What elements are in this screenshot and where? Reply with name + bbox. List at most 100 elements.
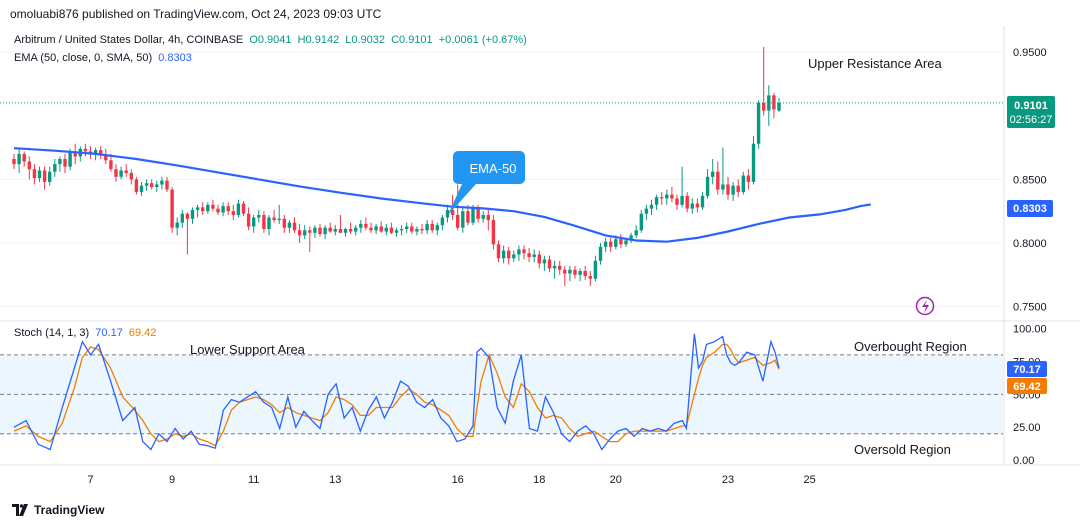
candle — [420, 223, 424, 235]
candle — [195, 204, 200, 218]
tradingview-brand[interactable]: TradingView — [12, 503, 104, 517]
price-axis-ticks[interactable]: 0.9500 0.8500 0.8000 0.7500 — [1013, 47, 1047, 314]
candle — [333, 225, 337, 236]
lower-support-label: Lower Support Area — [190, 342, 306, 357]
candle — [685, 192, 689, 213]
time-tick-label: 16 — [452, 474, 464, 486]
stoch-legend[interactable]: Stoch (14, 1, 3) 70.17 69.42 — [14, 327, 159, 339]
candle — [27, 156, 31, 180]
candle — [609, 237, 613, 252]
candle — [328, 222, 332, 233]
candle — [522, 245, 526, 260]
candle — [323, 225, 327, 240]
candle — [78, 146, 82, 162]
candle — [201, 202, 205, 215]
candle — [99, 146, 103, 159]
candle — [160, 176, 164, 190]
candle — [726, 176, 730, 200]
time-tick-label: 11 — [248, 474, 259, 486]
candle — [481, 211, 485, 223]
stoch-k-line — [13, 333, 780, 451]
ema-legend[interactable]: EMA (50, close, 0, SMA, 50) 0.8303 — [14, 52, 195, 64]
stoch-tick-label: 0.00 — [1013, 455, 1034, 467]
candle — [501, 245, 506, 264]
candle — [619, 234, 623, 249]
candle — [731, 181, 735, 201]
candle — [144, 179, 149, 191]
ema-callout-bubble — [448, 151, 525, 215]
candle — [114, 164, 118, 182]
price-tick-label: 0.9500 — [1013, 47, 1047, 59]
candle — [170, 187, 174, 233]
candle-countdown-text: 02:56:27 — [1010, 114, 1053, 126]
candle — [435, 222, 439, 236]
time-axis-ticks[interactable]: 7 9 11 13 16 18 20 23 25 — [87, 474, 815, 486]
main-legend[interactable]: Arbitrum / United States Dollar, 4h, COI… — [14, 34, 530, 46]
candle — [134, 176, 139, 195]
candle — [746, 169, 751, 190]
time-tick-label: 23 — [722, 474, 734, 486]
candle — [772, 92, 776, 119]
candle — [680, 166, 684, 208]
candle — [410, 222, 414, 235]
last-price-badge: 0.9101 02:56:27 — [1007, 96, 1055, 128]
candle — [364, 217, 368, 231]
candle — [73, 143, 77, 165]
candle — [32, 164, 37, 185]
candle — [568, 265, 572, 282]
ema-legend-label: EMA (50, close, 0, SMA, 50) — [14, 52, 153, 64]
candle — [231, 204, 235, 221]
candle — [165, 176, 169, 193]
last-price-text: 0.9101 — [1014, 100, 1048, 112]
candle — [287, 220, 292, 233]
candle — [563, 265, 567, 287]
candle — [583, 265, 587, 280]
lightning-event-icon[interactable] — [915, 296, 935, 316]
candle — [532, 249, 536, 263]
candle — [139, 181, 144, 196]
candle — [150, 179, 154, 190]
candle — [53, 159, 57, 177]
candle — [37, 166, 42, 182]
candle — [445, 204, 450, 223]
ema-price-text: 0.8303 — [1013, 203, 1047, 215]
close-value: C0.9101 — [391, 34, 433, 46]
candle — [649, 199, 654, 215]
candle — [22, 151, 26, 167]
candle — [440, 215, 445, 231]
candle — [425, 220, 429, 235]
candle — [507, 246, 511, 265]
candle — [705, 169, 710, 199]
candle — [180, 209, 184, 228]
candle — [267, 215, 271, 236]
candle — [282, 215, 286, 233]
time-tick-label: 9 — [169, 474, 175, 486]
candle — [629, 232, 633, 243]
candle — [348, 222, 353, 235]
stoch-k-badge: 70.17 — [1007, 361, 1047, 377]
candle — [262, 211, 266, 233]
candle — [670, 187, 674, 203]
candle — [119, 166, 123, 180]
stoch-d-badge-text: 69.42 — [1013, 381, 1041, 393]
brand-text: TradingView — [34, 503, 105, 517]
candle — [257, 209, 261, 223]
candle — [236, 199, 241, 218]
candle — [384, 223, 388, 236]
candle — [216, 204, 220, 215]
candle — [399, 225, 404, 236]
candle — [644, 204, 649, 221]
stoch-k-legend-value: 70.17 — [95, 327, 123, 339]
open-value: O0.9041 — [249, 34, 292, 46]
candle — [573, 265, 577, 279]
oversold-label: Oversold Region — [854, 442, 951, 457]
candle — [588, 271, 592, 287]
symbol-label: Arbitrum / United States Dollar, 4h, COI… — [14, 34, 244, 46]
candle — [716, 161, 720, 195]
ema-callout-text: EMA-50 — [470, 161, 517, 176]
candle — [603, 237, 608, 252]
candle — [318, 223, 322, 237]
candle — [430, 220, 434, 233]
